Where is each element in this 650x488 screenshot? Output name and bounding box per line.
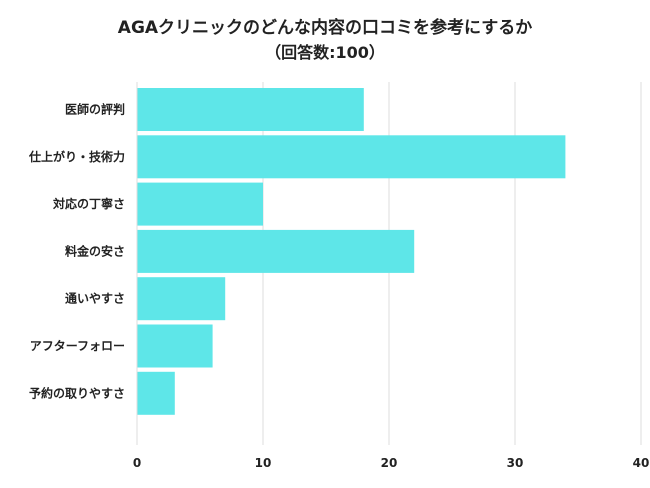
category-label: アフターフォロー	[30, 339, 125, 353]
category-label: 通いやすさ	[65, 291, 125, 306]
category-label: 医師の評判	[65, 102, 125, 117]
bar	[137, 371, 175, 415]
chart-subtitle: （回答数:100）	[265, 43, 385, 62]
x-tick-label: 40	[633, 456, 650, 470]
x-tick-label: 20	[381, 456, 398, 470]
x-tick-label: 10	[255, 456, 272, 470]
bar	[137, 88, 364, 131]
bar	[137, 324, 213, 368]
category-label: 料金の安さ	[65, 243, 125, 258]
bar	[137, 135, 566, 179]
bar	[137, 277, 226, 321]
bar	[137, 229, 415, 273]
x-tick-label: 30	[507, 456, 524, 470]
category-label: 仕上がり・技術力	[28, 149, 125, 164]
bar	[137, 182, 263, 226]
x-tick-label: 0	[133, 456, 141, 470]
category-label: 対応の丁寧さ	[52, 196, 125, 211]
chart-title: AGAクリニックのどんな内容の口コミを参考にするか	[117, 18, 533, 38]
category-label: 予約の取りやすさ	[29, 385, 125, 400]
